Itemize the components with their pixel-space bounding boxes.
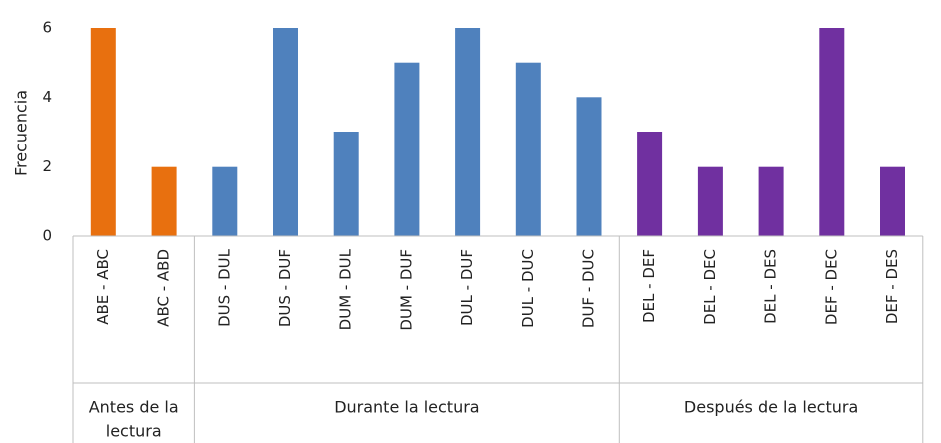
category-label: DEF - DES <box>883 249 901 324</box>
category-label: DUS - DUL <box>215 248 233 327</box>
y-tick-label: 0 <box>42 227 52 245</box>
bar <box>515 62 541 237</box>
bar <box>880 166 905 236</box>
category-label: DUM - DUF <box>397 249 415 331</box>
group-label: Durante la lectura <box>334 398 479 417</box>
category-label: ABE - ABC <box>94 249 112 325</box>
bar <box>333 132 359 236</box>
bar <box>758 166 784 236</box>
group-label: lectura <box>106 422 162 441</box>
category-label: DEL - DEF <box>640 249 658 323</box>
category-label: DEF - DEC <box>822 249 840 325</box>
category-labels: ABE - ABC ABC - ABD DUS - DUL DUS - DUF DUM … <box>94 248 901 330</box>
bar <box>697 166 723 236</box>
y-tick-labels: 0 2 4 6 <box>42 19 52 245</box>
category-label: DUL - DUC <box>519 249 537 328</box>
category-label: DUS - DUF <box>276 249 294 327</box>
bar <box>576 97 602 236</box>
y-axis-label: Frecuencia <box>12 90 31 176</box>
bar <box>212 166 238 236</box>
category-label: DEL - DES <box>762 249 780 324</box>
category-label: DUF - DUC <box>580 249 598 328</box>
bar <box>819 28 845 236</box>
group-label: Antes de la <box>89 398 179 417</box>
bar <box>394 62 420 237</box>
bar <box>90 28 116 236</box>
bar <box>273 28 298 236</box>
category-label: ABC - ABD <box>155 249 173 327</box>
y-tick-label: 6 <box>42 19 52 37</box>
y-tick-label: 2 <box>42 157 52 175</box>
group-labels: Antes de la lectura Durante la lectura Desp… <box>89 398 859 441</box>
bar <box>455 28 481 236</box>
category-label: DEL - DEC <box>701 249 719 325</box>
y-tick-label: 4 <box>42 88 52 106</box>
bar <box>637 132 663 236</box>
bars <box>90 28 905 237</box>
axes <box>72 235 924 443</box>
category-label: DUM - DUL <box>337 248 355 330</box>
group-label: Después de la lectura <box>684 398 858 417</box>
bar <box>151 166 177 236</box>
category-label: DUL - DUF <box>458 249 476 326</box>
